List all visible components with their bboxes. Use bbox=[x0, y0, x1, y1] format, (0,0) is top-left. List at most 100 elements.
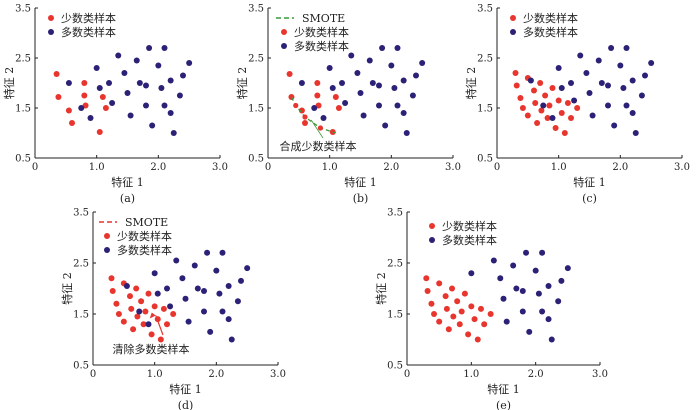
majority-point bbox=[589, 112, 596, 119]
legend-label: 多数类样本 bbox=[61, 25, 116, 39]
majority-point bbox=[583, 70, 590, 76]
y-tick-label: 0.5 bbox=[248, 154, 264, 165]
minority-point bbox=[436, 280, 443, 287]
y-axis-label: 特征 2 bbox=[374, 272, 388, 305]
majority-point bbox=[539, 249, 546, 256]
majority-point bbox=[617, 62, 624, 69]
majority-point bbox=[161, 45, 168, 51]
majority-point bbox=[106, 80, 112, 86]
majority-point bbox=[228, 336, 235, 343]
majority-point bbox=[158, 85, 165, 91]
majority-point bbox=[225, 316, 232, 323]
majority-point bbox=[388, 62, 395, 69]
minority-point bbox=[537, 80, 544, 86]
majority-point bbox=[87, 115, 94, 121]
majority-point bbox=[244, 265, 251, 272]
majority-point bbox=[123, 282, 130, 289]
majority-point bbox=[369, 80, 376, 86]
majority-point bbox=[127, 112, 134, 119]
minority-point bbox=[552, 125, 559, 131]
majority-point bbox=[216, 290, 223, 297]
legend-label: 少数类样本 bbox=[117, 229, 172, 243]
legend-label: SMOTE bbox=[125, 216, 168, 229]
minority-point bbox=[109, 288, 116, 295]
x-tick-label: 2.0 bbox=[528, 369, 544, 380]
minority-point bbox=[314, 92, 321, 99]
legend-label: 多数类样本 bbox=[442, 233, 497, 247]
minority-point bbox=[549, 85, 556, 91]
minority-point bbox=[53, 71, 60, 77]
majority-point bbox=[608, 45, 615, 51]
majority-point bbox=[219, 249, 226, 256]
minority-point bbox=[96, 129, 103, 135]
synthetic-point bbox=[302, 114, 308, 120]
minority-point bbox=[81, 80, 88, 86]
x-tick-label: 2.0 bbox=[383, 162, 399, 173]
minority-point bbox=[546, 102, 553, 109]
majority-point bbox=[382, 122, 389, 129]
x-tick-label: 2.0 bbox=[612, 162, 628, 173]
legend-dot-icon bbox=[429, 237, 435, 243]
majority-point bbox=[161, 102, 168, 109]
minority-point bbox=[558, 110, 565, 116]
majority-point bbox=[149, 122, 156, 129]
majority-point bbox=[219, 308, 226, 315]
minority-point bbox=[302, 120, 308, 126]
y-tick-label: 2.5 bbox=[73, 259, 89, 270]
majority-point bbox=[173, 257, 180, 264]
minority-point bbox=[55, 94, 62, 100]
minority-point bbox=[332, 94, 339, 100]
majority-point bbox=[320, 115, 327, 121]
minority-point bbox=[128, 305, 135, 312]
majority-point bbox=[642, 72, 648, 79]
minority-point bbox=[519, 105, 526, 111]
minority-point bbox=[170, 311, 177, 317]
majority-point bbox=[519, 288, 526, 295]
x-tick-label: 3.0 bbox=[212, 162, 228, 173]
minority-point bbox=[81, 92, 88, 99]
majority-point bbox=[540, 102, 547, 109]
majority-point bbox=[136, 80, 143, 86]
majority-point bbox=[65, 80, 72, 86]
majority-point bbox=[394, 102, 401, 109]
minority-point bbox=[465, 331, 472, 338]
majority-point bbox=[527, 77, 534, 84]
legend-dot-icon bbox=[281, 43, 287, 49]
majority-point bbox=[623, 102, 630, 109]
minority-point bbox=[450, 313, 457, 320]
majority-point bbox=[342, 100, 349, 106]
minority-point bbox=[568, 115, 574, 121]
majority-point bbox=[409, 92, 416, 99]
minority-point bbox=[458, 308, 465, 315]
y-axis-label: 特征 2 bbox=[60, 272, 74, 305]
smote-interpolation-line bbox=[290, 96, 337, 134]
minority-point bbox=[133, 285, 140, 292]
minority-point bbox=[424, 288, 431, 295]
minority-point bbox=[145, 290, 152, 297]
majority-point bbox=[535, 290, 542, 297]
majority-point bbox=[532, 267, 539, 274]
minority-point bbox=[65, 107, 72, 114]
majority-point bbox=[571, 97, 578, 104]
legend-label: 少数类样本 bbox=[294, 25, 349, 39]
y-tick-label: 2.5 bbox=[387, 259, 403, 270]
majority-point bbox=[376, 82, 382, 89]
majority-point bbox=[519, 308, 526, 315]
y-tick-label: 3.5 bbox=[15, 4, 31, 15]
majority-point bbox=[151, 270, 158, 277]
minority-point bbox=[130, 326, 137, 333]
panel-caption: (a) bbox=[120, 192, 135, 205]
majority-point bbox=[545, 282, 552, 289]
majority-point bbox=[545, 316, 552, 323]
majority-point bbox=[225, 282, 232, 289]
majority-point bbox=[598, 80, 605, 86]
legend-dot-icon bbox=[48, 15, 54, 21]
minority-point bbox=[574, 105, 581, 111]
majority-point bbox=[555, 298, 562, 305]
majority-point bbox=[503, 318, 510, 325]
minority-point bbox=[471, 316, 478, 323]
majority-point bbox=[182, 295, 189, 302]
annotation-leader bbox=[310, 119, 324, 139]
panel-d: 0 1.0 2.0 3.0 0.5 1.5 2.5 3.5 特征 1 特征 2 (d) 清除多数类样本… bbox=[60, 208, 286, 410]
y-tick-label: 1.5 bbox=[387, 310, 403, 321]
